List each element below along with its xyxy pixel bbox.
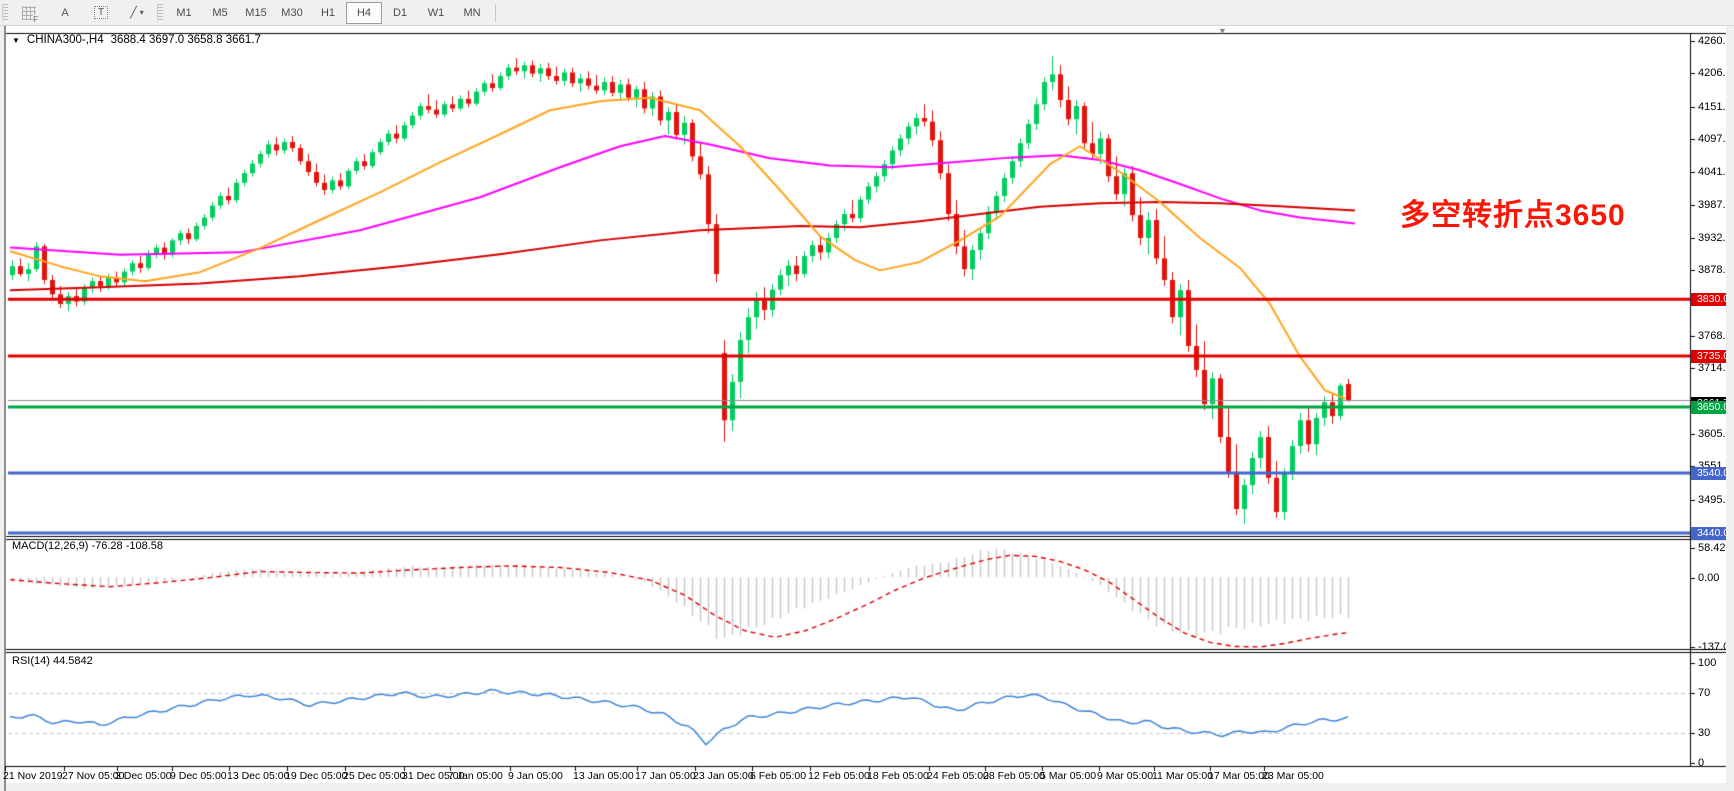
- chart-shift-marker-icon[interactable]: ▼: [1218, 26, 1227, 36]
- toolbar-grip[interactable]: [2, 3, 8, 22]
- toolbar-separator: [495, 3, 496, 22]
- symbol-dropdown-icon[interactable]: ▼: [12, 35, 20, 45]
- timeframe-button-m1[interactable]: M1: [176, 6, 192, 19]
- timeframe-button-h4[interactable]: H4: [346, 1, 382, 24]
- rsi-label: RSI(14) 44.5842: [12, 655, 93, 667]
- chart-title-row: ▼ CHINA300-,H4 3688.4 3697.0 3658.8 3661…: [12, 34, 261, 46]
- timeframe-button-h1[interactable]: H1: [320, 6, 336, 19]
- symbol-title: CHINA300-,H4: [26, 34, 104, 46]
- ohlc-readout: 3688.4 3697.0 3658.8 3661.7: [110, 34, 261, 46]
- timeframe-button-m15[interactable]: M15: [245, 6, 267, 19]
- toolbar: F A T ╱ ▾ M1 M5 M15 M30 H1 H4 D1 W1 MN: [0, 0, 1734, 26]
- text-tool-button[interactable]: T: [83, 2, 119, 24]
- arrow-tool-button[interactable]: A: [61, 6, 69, 19]
- timeframe-button-m30[interactable]: M30: [281, 6, 303, 19]
- macd-label: MACD(12,26,9) -76.28 -108.58: [12, 540, 164, 552]
- crosshair-grid-icon: F: [22, 5, 38, 24]
- window-bottom-edge: [6, 783, 1734, 791]
- timeframe-button-w1[interactable]: W1: [427, 6, 445, 19]
- timeframe-button-d1[interactable]: D1: [392, 6, 408, 19]
- timeframe-button-mn[interactable]: MN: [463, 6, 481, 19]
- timeframe-button-m5[interactable]: M5: [212, 6, 228, 19]
- chevron-down-icon: ▾: [139, 8, 144, 17]
- toolbar-grip[interactable]: [157, 3, 163, 22]
- crosshair-grid-button[interactable]: F: [11, 2, 47, 24]
- annotation-text: 多空转折点3650: [1400, 199, 1626, 232]
- window-right-edge: [1726, 25, 1734, 791]
- timeframe-bar: M1 M5 M15 M30 H1 H4 D1 W1 MN: [166, 1, 490, 24]
- trendline-icon: ╱: [130, 7, 137, 19]
- line-studies-button[interactable]: ╱ ▾: [119, 2, 155, 24]
